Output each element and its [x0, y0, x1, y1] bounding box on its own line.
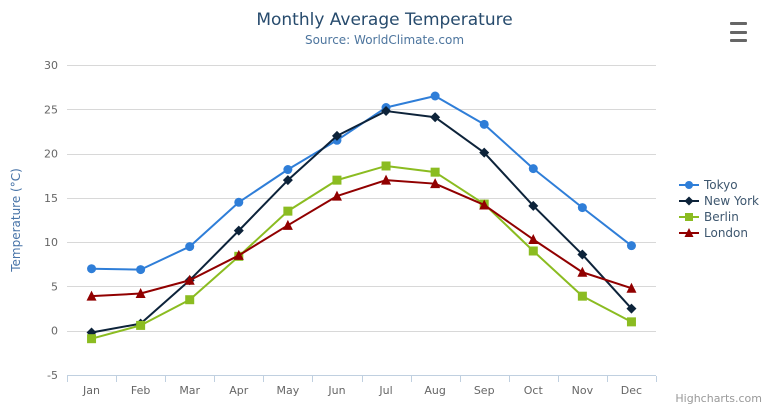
data-point-marker: [381, 174, 392, 185]
x-axis-label: Oct: [524, 384, 544, 397]
data-point-marker: [577, 291, 587, 301]
y-axis-label: 0: [51, 325, 58, 338]
triangle-icon: [679, 228, 699, 237]
data-point-marker: [528, 233, 539, 244]
chart-title: Monthly Average Temperature: [256, 10, 513, 30]
data-point-marker: [626, 282, 637, 293]
legend-label: Tokyo: [704, 178, 738, 192]
data-point-marker: [381, 161, 391, 171]
chart-subtitle: Source: WorldClimate.com: [304, 33, 465, 47]
x-axis-label: Apr: [229, 384, 249, 397]
data-point-marker: [626, 317, 636, 327]
data-point-marker: [528, 246, 538, 256]
data-point-marker: [234, 197, 244, 207]
x-axis-label: Dec: [621, 384, 642, 397]
data-point-marker: [479, 199, 490, 210]
y-axis-label: 15: [44, 192, 58, 205]
credits-link[interactable]: Highcharts.com: [675, 392, 762, 405]
x-axis-label: Sep: [474, 384, 495, 397]
y-axis-label: 5: [51, 280, 58, 293]
legend: Tokyo New York Berlin London: [679, 177, 759, 241]
data-point-marker: [282, 219, 293, 230]
data-point-marker: [283, 206, 293, 216]
series-london: [86, 174, 637, 301]
x-axis-label: Jul: [378, 384, 392, 397]
series-new-york: [86, 106, 637, 338]
x-axis-label: Nov: [572, 384, 594, 397]
data-point-marker: [430, 167, 440, 177]
data-point-marker: [282, 175, 293, 186]
data-point-marker: [381, 106, 392, 117]
data-point-marker: [233, 249, 244, 260]
data-point-marker: [479, 119, 489, 129]
data-point-marker: [233, 225, 244, 236]
data-point-marker: [430, 178, 441, 189]
data-point-marker: [87, 334, 97, 344]
y-axis-label: -5: [47, 369, 58, 382]
legend-label: Berlin: [704, 210, 739, 224]
data-point-marker: [331, 130, 342, 141]
legend-item-london[interactable]: London: [679, 225, 759, 241]
x-axis-label: Mar: [179, 384, 200, 397]
series-line: [90, 110, 633, 334]
data-point-marker: [577, 203, 587, 213]
data-point-marker: [136, 320, 146, 330]
series-line: [90, 164, 633, 340]
legend-item-new-york[interactable]: New York: [679, 193, 759, 209]
data-point-marker: [626, 241, 636, 251]
legend-marker: [684, 228, 694, 237]
data-point-marker: [283, 165, 293, 175]
legend-marker: [685, 181, 693, 189]
circle-icon: [679, 181, 699, 189]
data-point-marker: [430, 112, 441, 123]
x-axis-label: Aug: [424, 384, 445, 397]
data-point-marker: [86, 290, 97, 301]
square-icon: [679, 213, 699, 221]
x-axis-label: Jan: [82, 384, 100, 397]
data-point-marker: [577, 249, 588, 260]
x-axis-label: Feb: [131, 384, 150, 397]
data-point-marker: [331, 190, 342, 201]
series-line: [90, 95, 633, 271]
data-point-marker: [87, 264, 97, 274]
data-point-marker: [528, 164, 538, 174]
diamond-icon: [679, 196, 699, 206]
data-point-marker: [136, 265, 146, 275]
y-axis-label: 25: [44, 103, 58, 116]
data-point-marker: [577, 266, 588, 277]
x-axis-label: May: [277, 384, 300, 397]
data-point-marker: [185, 242, 195, 252]
data-point-marker: [135, 288, 146, 299]
legend-label: London: [704, 226, 748, 240]
context-menu-button[interactable]: [726, 19, 750, 45]
data-point-marker: [479, 147, 490, 158]
data-point-marker: [528, 200, 539, 211]
legend-label: New York: [704, 194, 759, 208]
y-axis-title: Temperature (°C): [9, 168, 23, 272]
legend-marker: [685, 213, 693, 221]
legend-item-berlin[interactable]: Berlin: [679, 209, 759, 225]
legend-marker: [684, 196, 694, 206]
data-point-marker: [332, 175, 342, 185]
y-axis-label: 30: [44, 59, 58, 72]
legend-item-tokyo[interactable]: Tokyo: [679, 177, 759, 193]
y-axis-label: 10: [44, 236, 58, 249]
series-line: [90, 179, 633, 298]
data-point-marker: [626, 303, 637, 314]
y-axis-label: 20: [44, 148, 58, 161]
data-point-marker: [185, 295, 195, 305]
data-point-marker: [184, 274, 195, 285]
data-point-marker: [430, 91, 440, 101]
series-tokyo: [87, 91, 636, 275]
x-axis-label: Jun: [327, 384, 345, 397]
